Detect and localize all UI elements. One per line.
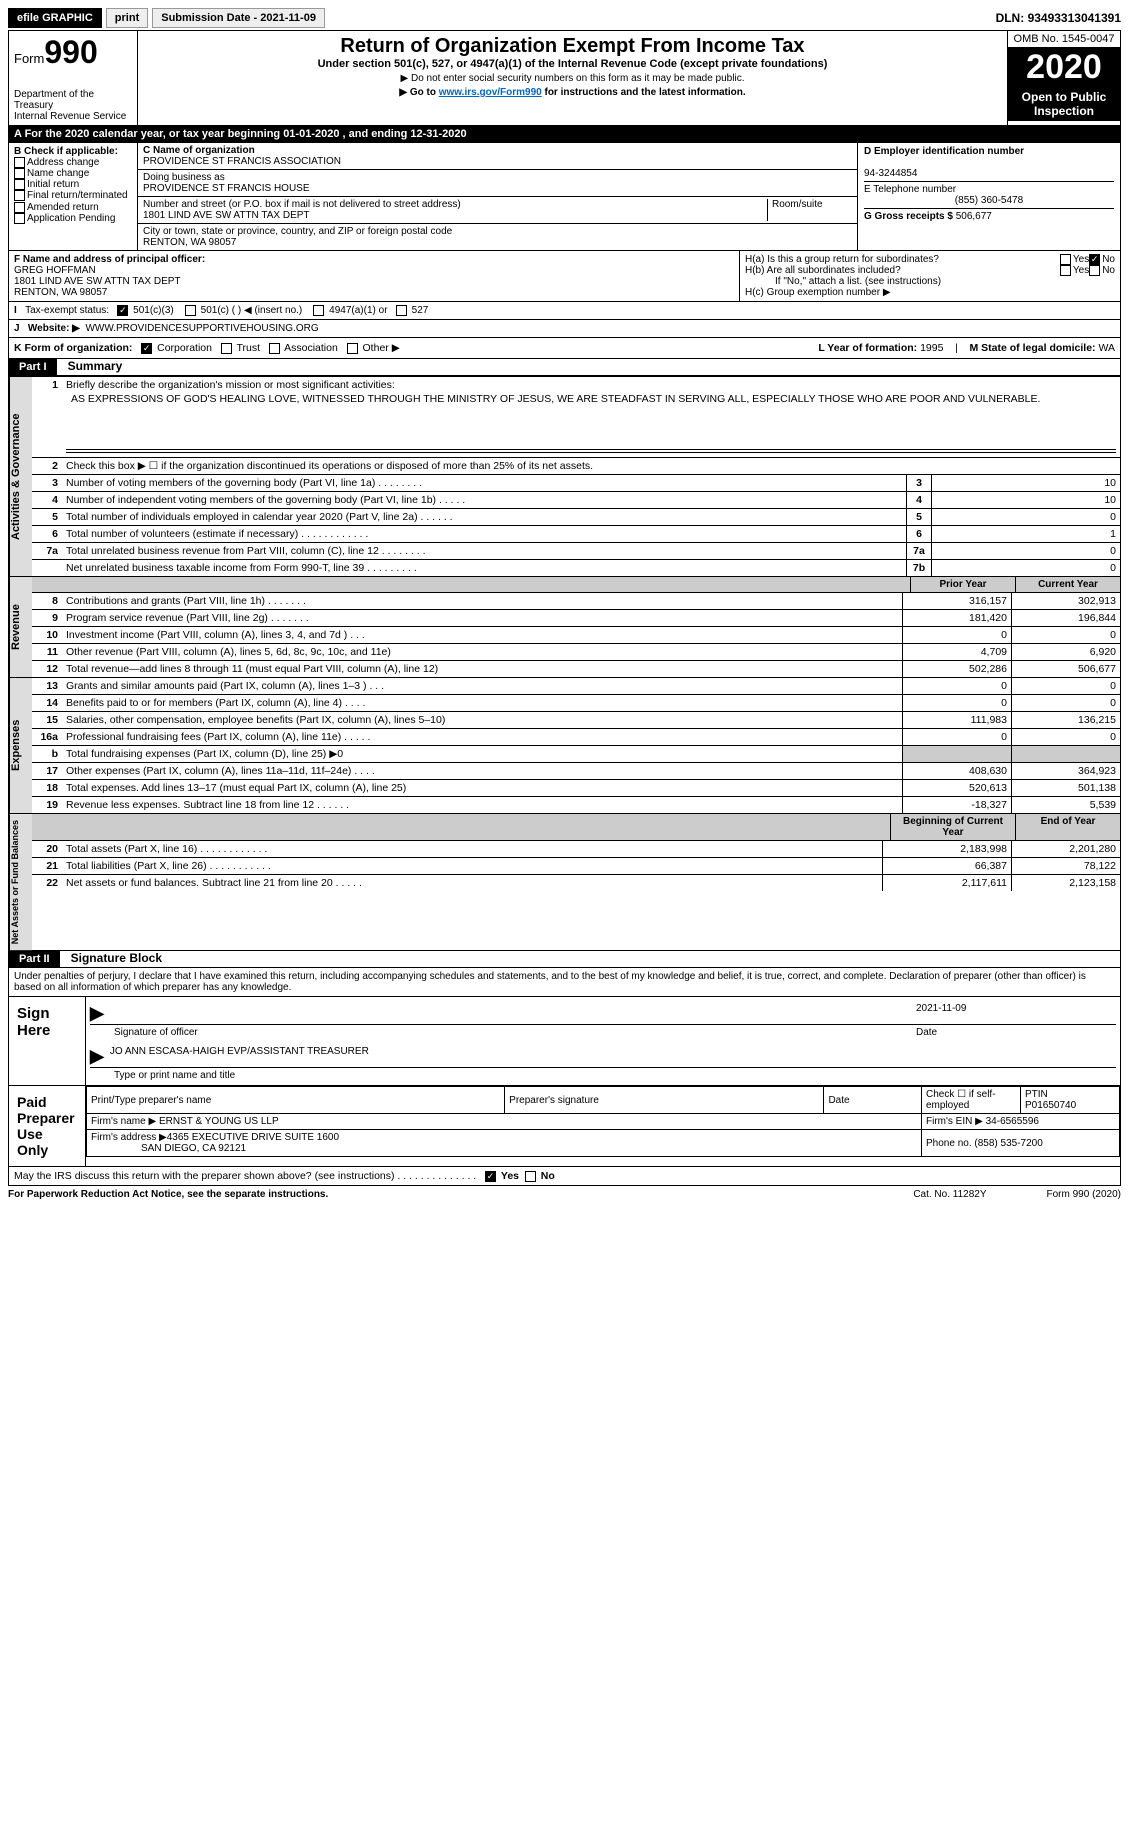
form-header: Form990 Department of the Treasury Inter… [8,30,1121,126]
tax-year-range: A For the 2020 calendar year, or tax yea… [8,126,1121,143]
box-klm: K Form of organization: ✓ Corporation Tr… [8,338,1121,359]
sign-here: Sign Here ▶2021-11-09 Signature of offic… [8,997,1121,1086]
instructions-link-row: ▶ Go to www.irs.gov/Form990 for instruct… [142,87,1003,98]
governance-table: Activities & Governance 1Briefly describ… [8,376,1121,577]
part-ii-header: Part II Signature Block [8,951,1121,968]
omb-number: OMB No. 1545-0047 [1008,31,1120,48]
box-deg: D Employer identification number94-32448… [858,143,1120,250]
section-bcdeg: B Check if applicable: Address change Na… [8,143,1121,251]
netassets-table: Net Assets or Fund Balances Beginning of… [8,814,1121,951]
dept-treasury: Department of the Treasury Internal Reve… [14,89,132,122]
public-inspection: Open to Public Inspection [1008,87,1120,121]
expenses-table: Expenses 13Grants and similar amounts pa… [8,678,1121,814]
top-toolbar: efile GRAPHIC print Submission Date - 20… [8,8,1121,28]
perjury-declaration: Under penalties of perjury, I declare th… [8,968,1121,997]
tax-year: 2020 [1008,48,1120,87]
irs-discuss: May the IRS discuss this return with the… [8,1167,1121,1186]
form-title: Return of Organization Exempt From Incom… [142,35,1003,58]
efile-label: efile GRAPHIC [8,8,102,28]
section-fh: F Name and address of principal officer:… [8,251,1121,302]
revenue-table: Revenue Prior YearCurrent Year 8Contribu… [8,577,1121,678]
paid-preparer: Paid Preparer Use Only Print/Type prepar… [8,1086,1121,1167]
box-j: J Website: ▶ WWW.PROVIDENCESUPPORTIVEHOU… [8,320,1121,338]
form-number: Form990 [14,34,132,71]
ssn-warning: ▶ Do not enter social security numbers o… [142,73,1003,84]
dln: DLN: 93493313041391 [996,11,1121,25]
box-i: I Tax-exempt status: ✓ 501(c)(3) 501(c) … [8,302,1121,320]
footer: For Paperwork Reduction Act Notice, see … [8,1186,1121,1200]
box-h: H(a) Is this a group return for subordin… [740,251,1120,301]
print-button[interactable]: print [106,8,148,28]
form-subtitle: Under section 501(c), 527, or 4947(a)(1)… [142,58,1003,70]
box-f: F Name and address of principal officer:… [9,251,740,301]
part-i-header: Part I Summary [8,359,1121,376]
submission-date: Submission Date - 2021-11-09 [152,8,325,28]
box-b: B Check if applicable: Address change Na… [9,143,138,250]
form990-link[interactable]: www.irs.gov/Form990 [439,87,542,98]
box-c: C Name of organizationPROVIDENCE ST FRAN… [138,143,858,250]
